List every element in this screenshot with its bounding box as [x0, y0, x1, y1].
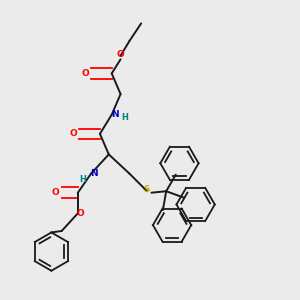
Text: S: S: [144, 185, 150, 194]
Text: O: O: [76, 209, 84, 218]
Text: O: O: [81, 69, 89, 78]
Text: H: H: [122, 113, 128, 122]
Text: O: O: [70, 129, 77, 138]
Text: N: N: [90, 169, 98, 178]
Text: O: O: [117, 50, 124, 59]
Text: H: H: [79, 175, 86, 184]
Text: O: O: [51, 188, 59, 197]
Text: N: N: [111, 110, 118, 119]
